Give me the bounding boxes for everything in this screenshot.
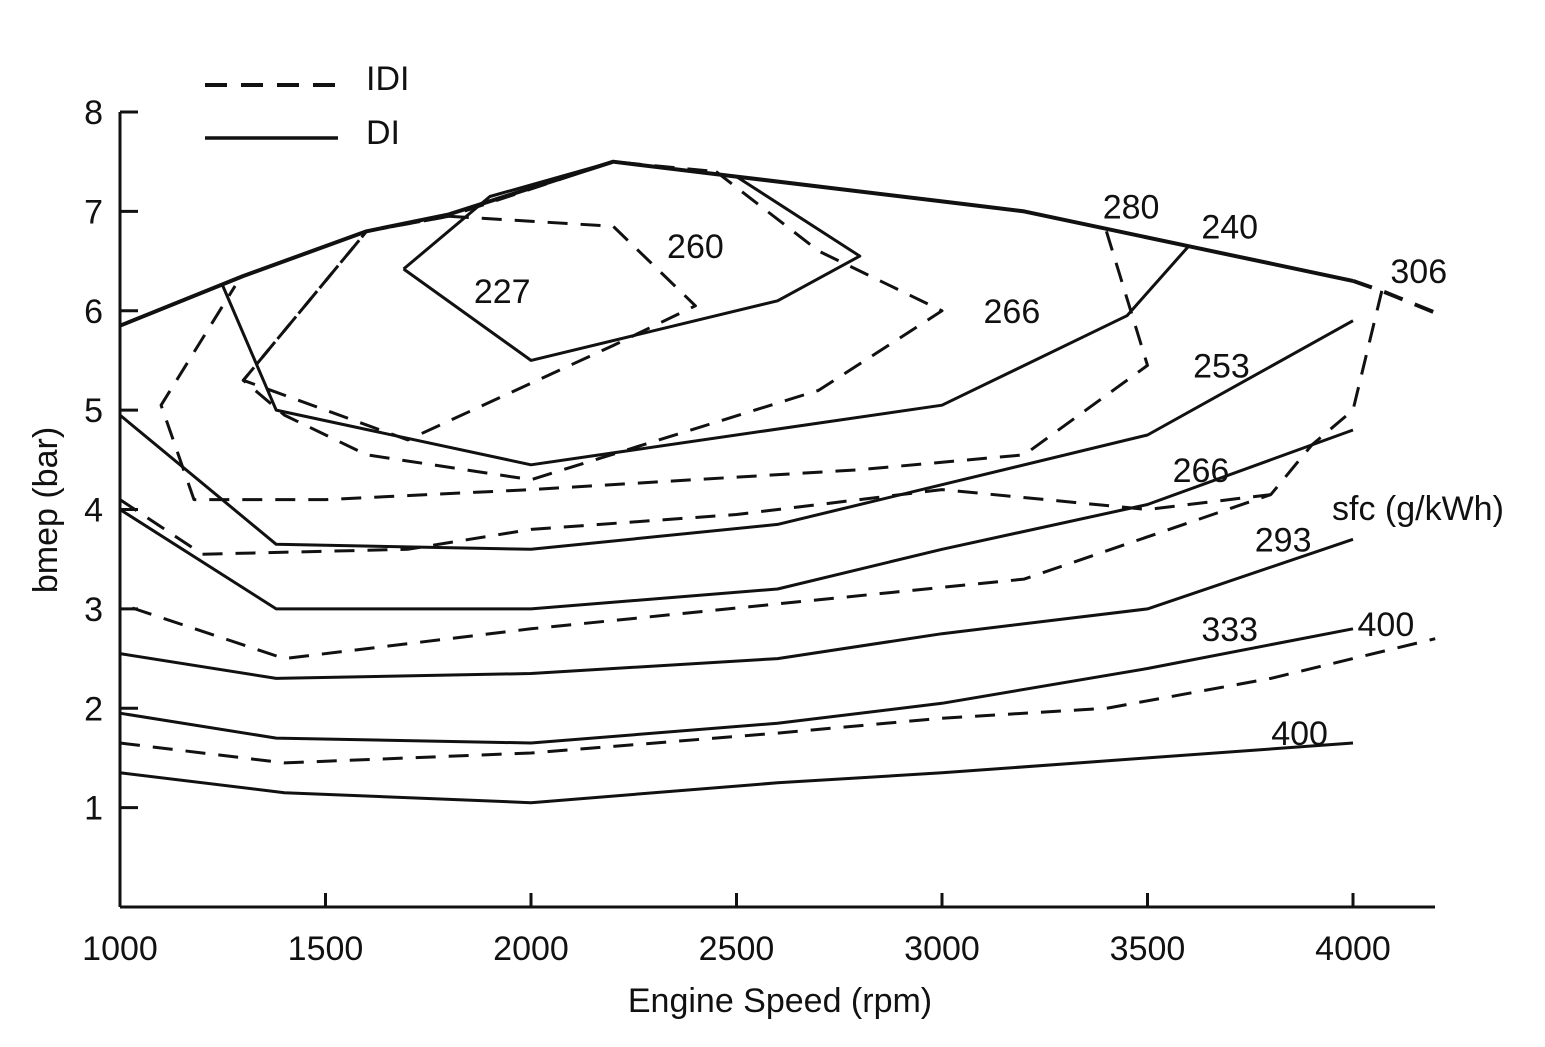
x-tick-label: 4000 (1315, 930, 1391, 968)
unit-label: sfc (g/kWh) (1332, 490, 1504, 528)
x-tick-label: 1500 (288, 930, 364, 968)
x-tick-label: 2500 (699, 930, 775, 968)
y-axis-title: bmep (bar) (27, 427, 65, 593)
di-sfc-293-line (119, 537, 1354, 680)
idi-sfc-266-line (241, 160, 944, 482)
x-axis-title: Engine Speed (rpm) (628, 982, 932, 1020)
contour-label: 240 (1201, 208, 1258, 246)
legend-di-label: DI (366, 114, 400, 152)
legend: IDI DI (205, 60, 409, 152)
contour-label: 400 (1358, 606, 1415, 644)
contour-label: 253 (1193, 347, 1250, 385)
y-tick-label: 2 (84, 690, 103, 728)
legend-idi-label: IDI (366, 60, 409, 98)
x-tick-label: 2000 (493, 930, 569, 968)
contour-label: 260 (667, 228, 724, 266)
labels-layer: 227 260 266 280 240 306 253 266 293 333 400 400 (474, 188, 1447, 753)
y-tick-label: 7 (84, 193, 103, 231)
di-sfc-400-line (119, 741, 1354, 805)
y-tick-label: 4 (84, 492, 103, 530)
idi-full-load-line (1352, 279, 1436, 315)
idi-sfc-280-line (159, 230, 1149, 502)
di-full-load-line (119, 159, 1354, 328)
series-layer (119, 159, 1436, 805)
idi-sfc-400-line (119, 637, 1436, 765)
y-tick-label: 5 (84, 392, 103, 430)
contour-label: 293 (1255, 521, 1312, 559)
x-tick-label: 3500 (1110, 930, 1186, 968)
y-tick-label: 6 (84, 293, 103, 331)
idi-sfc-306-line (119, 290, 1384, 661)
y-tick-label: 8 (84, 94, 103, 132)
x-tick-label: 3000 (904, 930, 980, 968)
idi-sfc-260-line (241, 214, 697, 442)
axes: 1000 1500 2000 2500 3000 3500 4000 1 2 3 4 5 6 7 8 (82, 94, 1435, 968)
y-tick-label: 3 (84, 591, 103, 629)
contour-label: 266 (1173, 452, 1230, 490)
contour-label: 266 (984, 293, 1041, 331)
di-sfc-240-line (221, 245, 1190, 467)
contour-label: 280 (1103, 188, 1160, 226)
y-tick-label: 1 (84, 790, 103, 828)
idi-sfc-idi-inner-line (119, 488, 1271, 556)
di-sfc-266-line (119, 428, 1354, 611)
contour-label: 227 (474, 273, 531, 311)
di-sfc-253-line (119, 319, 1354, 551)
di-sfc-333-line (119, 627, 1354, 745)
contour-label: 306 (1390, 253, 1447, 291)
di-sfc-227-line (402, 160, 862, 362)
contour-label: 400 (1271, 715, 1328, 753)
x-tick-label: 1000 (82, 930, 158, 968)
contour-label: 333 (1201, 611, 1258, 649)
